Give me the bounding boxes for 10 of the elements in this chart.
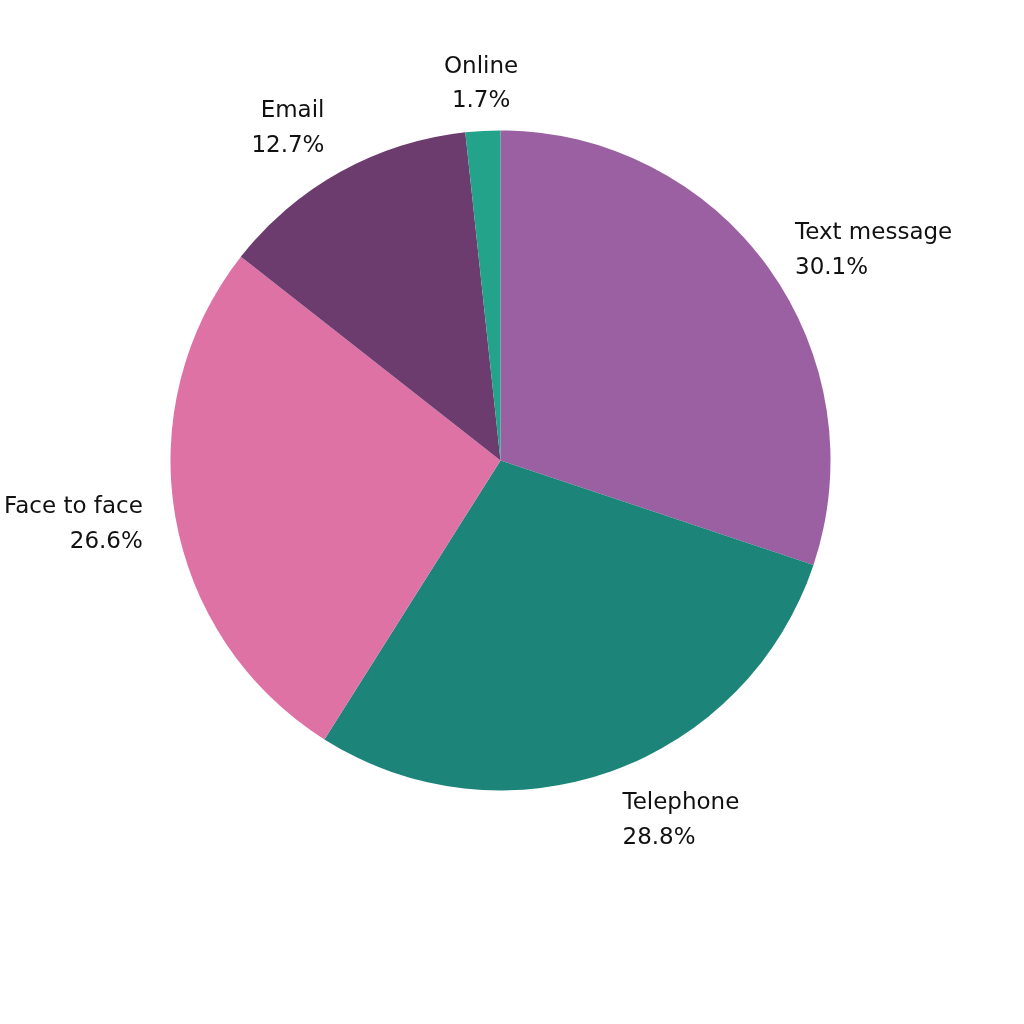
slice-label: Email bbox=[260, 96, 325, 123]
data-label: 1.7% bbox=[451, 86, 511, 113]
slice-label: Online bbox=[444, 51, 519, 78]
slice-label: Text message bbox=[794, 218, 953, 245]
data-label: 26.6% bbox=[69, 526, 143, 553]
slice-label: Face to face bbox=[4, 491, 143, 518]
data-label: 30.1% bbox=[795, 252, 869, 279]
data-label: 28.8% bbox=[622, 822, 696, 849]
data-label: 12.7% bbox=[251, 131, 325, 158]
slice-label: Telephone bbox=[621, 788, 740, 815]
